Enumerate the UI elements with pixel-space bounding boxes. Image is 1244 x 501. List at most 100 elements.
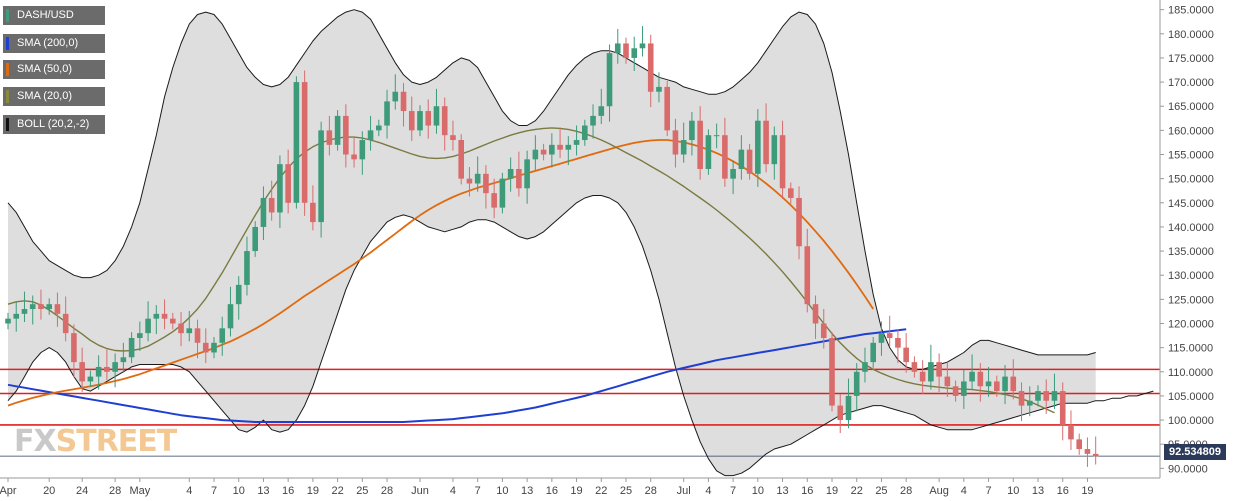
candle-body-125 [1035,391,1041,401]
y-tick-label-13: 120.0000 [1168,318,1214,330]
x-tick-label-2: 24 [76,485,88,497]
candle-body-75 [623,43,629,58]
candle-body-50 [417,111,423,131]
x-tick-label-22: 25 [620,485,632,497]
legend-swatch-3 [6,90,9,103]
candle-body-101 [837,405,844,421]
candle-body-84 [697,120,703,169]
candle-body-109 [903,347,909,363]
candle-body-49 [408,111,415,131]
y-tick-label-8: 145.0000 [1168,198,1214,210]
candle-body-61 [507,168,514,179]
x-tick-label-23: 28 [645,485,657,497]
candle-body-25 [211,342,217,353]
candle-body-58 [483,173,489,194]
y-tick-label-15: 110.0000 [1168,367,1213,379]
candle-body-60 [499,178,506,208]
axes: 185.0000 180.0000 175.0000 170.0000 165.0000… [0,0,1214,497]
candle-body-81 [672,130,679,155]
candle-body-46 [384,101,390,126]
candle-body-71 [590,115,596,126]
candle-body-59 [491,193,497,208]
legend-item-4[interactable]: BOLL (20,2,-2) [3,115,105,134]
candle-body-18 [153,313,160,319]
legend-item-0[interactable]: DASH/USD [3,6,105,25]
candle-body-47 [392,91,399,102]
x-tick-label-38: 13 [1032,485,1044,497]
x-tick-label-18: 13 [521,485,533,497]
candle-body-121 [1002,376,1008,392]
x-tick-label-35: 4 [961,485,967,497]
candle-body-131 [1084,449,1091,454]
candle-body-117 [969,371,975,382]
candle-body-19 [161,313,168,319]
legend-label-1: SMA (200,0) [17,37,79,49]
x-tick-label-16: 7 [475,485,481,497]
sma200-line [7,328,907,423]
candle-body-128 [1059,391,1066,425]
x-tick-label-32: 25 [875,485,887,497]
candle-body-33 [277,164,283,213]
y-tick-label-3: 170.0000 [1168,77,1214,89]
bollinger-band-fill [8,9,1096,476]
last-price-tag: 92.534809 [1164,444,1226,460]
candle-body-44 [367,130,374,141]
candle-body-87 [722,135,728,179]
candle-body-112 [928,362,934,382]
x-tick-label-4: May [129,485,150,497]
y-tick-label-11: 130.0000 [1168,270,1214,282]
candle-body-74 [614,43,621,54]
candle-body-70 [582,125,588,141]
x-tick-label-34: Aug [929,485,949,497]
legend-swatch-1 [6,37,9,50]
candle-body-94 [779,135,786,189]
candle-body-124 [1026,400,1033,406]
legend-label-0: DASH/USD [17,9,74,21]
legend-swatch-0 [6,9,9,22]
candle-body-83 [689,120,695,141]
candle-body-76 [631,48,638,58]
legend-item-3[interactable]: SMA (20,0) [3,87,105,106]
candles [5,26,1099,467]
candle-body-11 [95,366,102,377]
candle-body-4 [38,304,44,310]
y-tick-label-10: 135.0000 [1168,246,1214,258]
candle-body-64 [532,149,539,160]
x-tick-label-33: 28 [900,485,912,497]
candle-body-116 [961,381,967,396]
x-tick-label-17: 10 [496,485,508,497]
candle-body-65 [540,149,547,155]
x-tick-label-20: 19 [570,485,582,497]
candle-body-32 [268,197,275,213]
candle-body-16 [137,333,143,338]
candle-body-0 [5,318,11,324]
candle-body-27 [227,304,234,329]
candle-body-26 [219,328,226,343]
legend-item-2[interactable]: SMA (50,0) [3,60,105,79]
candle-body-20 [170,318,176,324]
x-tick-label-3: 28 [109,485,121,497]
y-tick-label-4: 165.0000 [1168,101,1214,113]
candle-body-53 [441,106,448,136]
candle-body-68 [565,144,572,150]
candle-body-98 [812,304,819,324]
candle-body-24 [202,342,209,353]
candle-body-5 [46,304,52,310]
candle-body-80 [664,86,670,131]
candle-body-77 [639,43,646,49]
candle-body-63 [524,159,530,189]
x-tick-label-21: 22 [595,485,607,497]
candle-body-35 [293,82,300,203]
candle-body-105 [870,342,876,363]
candle-body-120 [994,381,1000,392]
candle-body-9 [79,362,85,382]
candle-body-52 [433,106,440,126]
legend-item-1[interactable]: SMA (200,0) [3,34,105,53]
candle-body-72 [598,106,605,116]
candle-body-73 [606,53,613,107]
x-tick-label-15: 4 [450,485,456,497]
candle-body-132 [1092,453,1099,457]
x-tick-label-29: 16 [801,485,813,497]
candle-body-6 [54,304,61,314]
x-tick-label-1: 20 [43,485,55,497]
